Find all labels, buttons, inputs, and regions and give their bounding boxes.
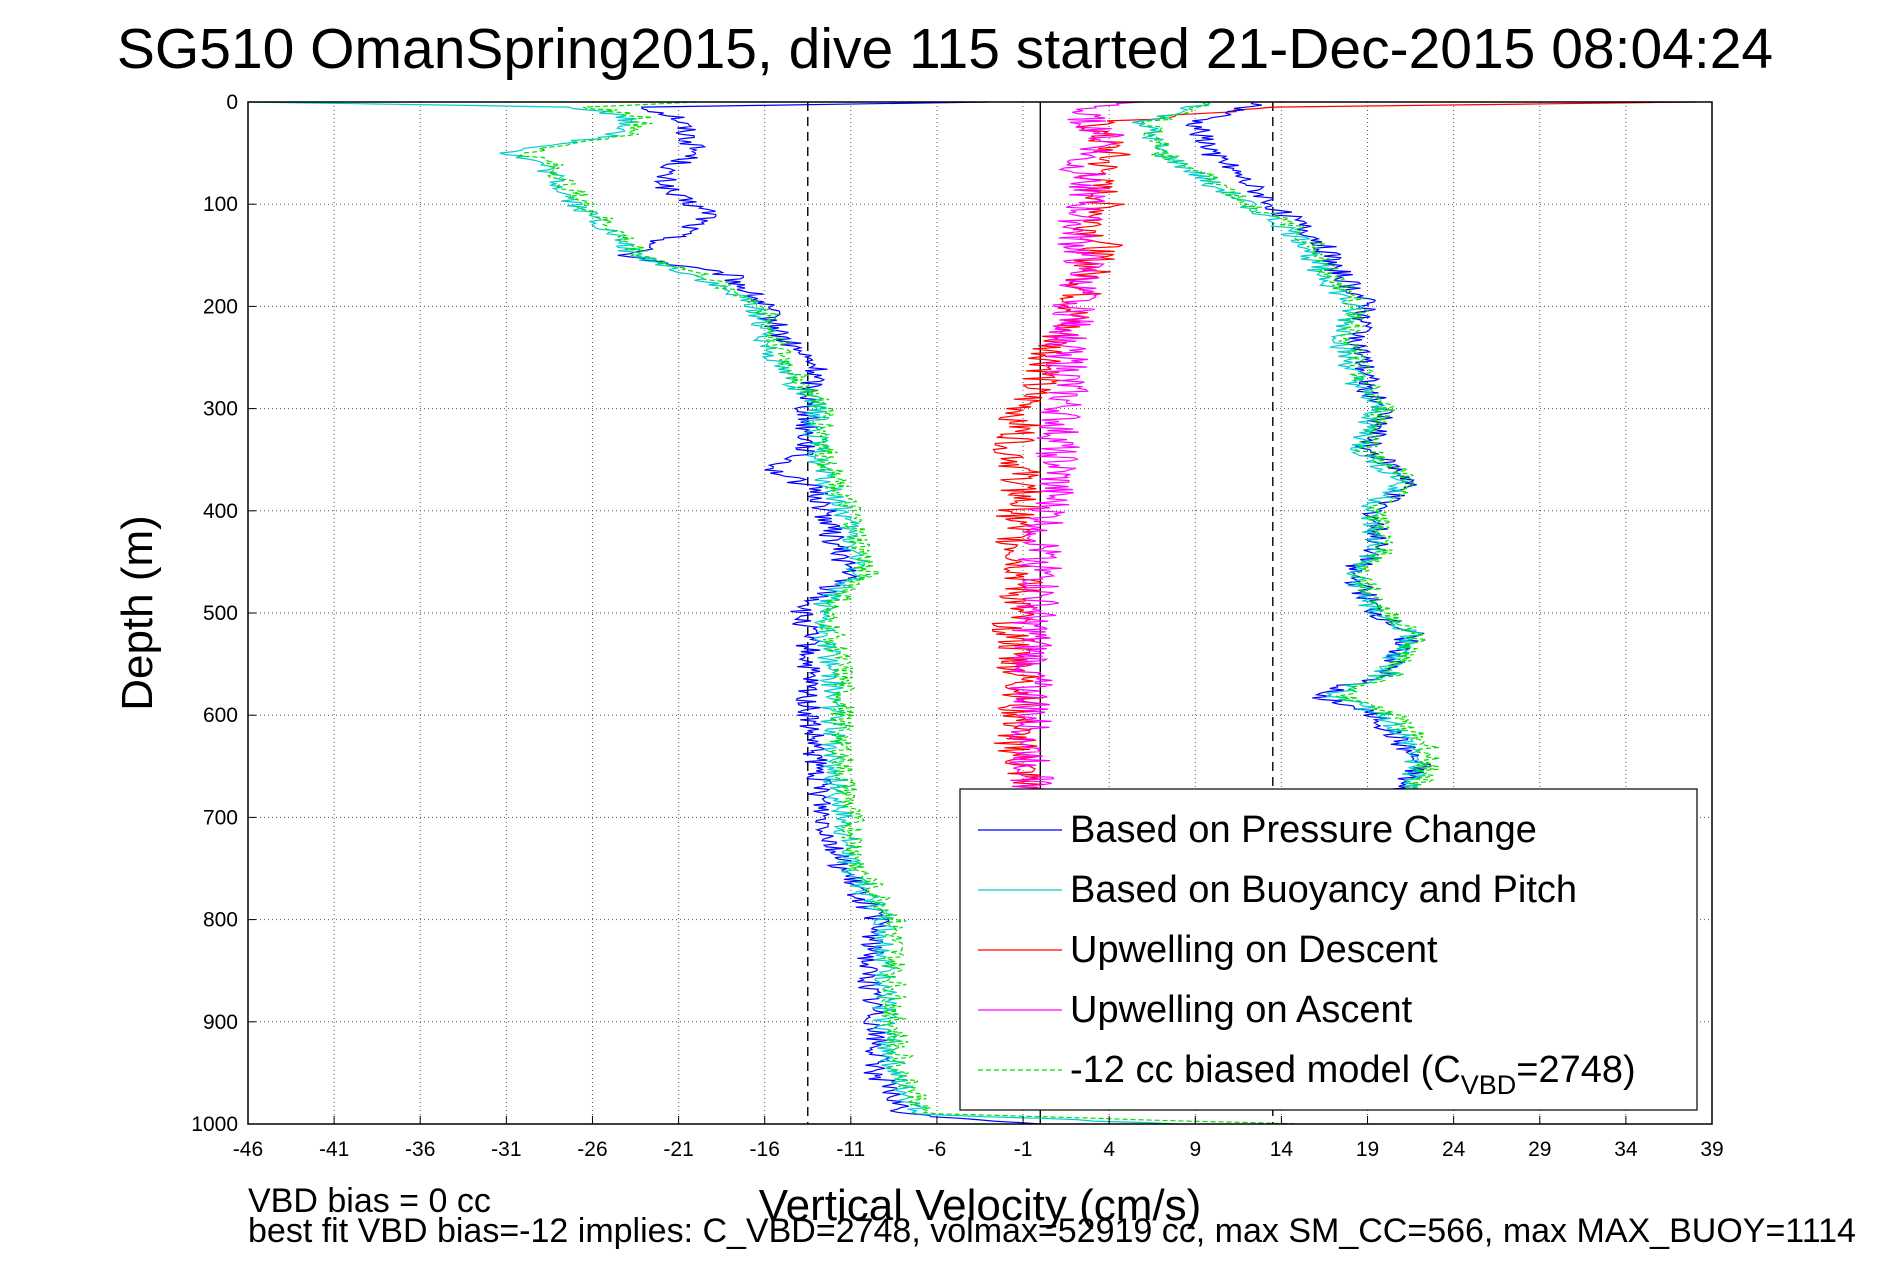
y-tick-label: 1000 (191, 1113, 238, 1136)
x-tick-label: -1 (1014, 1138, 1033, 1161)
y-tick-label: 500 (203, 602, 238, 625)
series-line (517, 101, 1299, 1125)
footnote-best-fit: best fit VBD bias=-12 implies: C_VBD=274… (248, 1212, 1856, 1250)
chart-title: SG510 OmanSpring2015, dive 115 started 2… (117, 17, 1773, 81)
y-axis-ticks: 0 100 200 300 400 500 600 700 800 900 1000 (191, 91, 256, 1136)
x-tick-label: 19 (1356, 1138, 1379, 1161)
data-series (247, 101, 1695, 1125)
footnote-vbd-bias: VBD bias = 0 cc (248, 1182, 491, 1220)
x-tick-label: -31 (491, 1138, 521, 1161)
series-line (1007, 101, 1143, 798)
series-line (1184, 101, 1432, 798)
x-tick-label: -41 (319, 1138, 349, 1161)
series-line (617, 101, 1041, 1125)
x-tick-label: -36 (405, 1138, 435, 1161)
series-line (1132, 101, 1429, 798)
y-axis-label: Depth (m) (113, 515, 162, 711)
x-tick-label: 4 (1103, 1138, 1115, 1161)
y-tick-label: 100 (203, 193, 238, 216)
y-tick-label: 200 (203, 295, 238, 318)
x-tick-label: 29 (1528, 1138, 1551, 1161)
x-tick-label: 24 (1442, 1138, 1466, 1161)
x-tick-label: 14 (1270, 1138, 1294, 1161)
y-tick-label: 300 (203, 398, 238, 421)
legend-label: Based on Pressure Change (1070, 809, 1537, 851)
y-tick-label: 800 (203, 909, 238, 932)
x-axis-label: Vertical Velocity (cm/s) (759, 1181, 1202, 1230)
legend-box (959, 788, 1698, 1111)
x-tick-label: 34 (1614, 1138, 1638, 1161)
x-tick-label: -26 (577, 1138, 607, 1161)
x-tick-label: -21 (663, 1138, 693, 1161)
series-line (991, 101, 1695, 798)
y-tick-label: 0 (226, 91, 238, 114)
y-tick-label: 600 (203, 704, 238, 727)
y-tick-label: 900 (203, 1011, 238, 1034)
legend-label: Upwelling on Descent (1070, 929, 1438, 971)
legend: Based on Pressure Change Based on Buoyanc… (959, 788, 1698, 1111)
x-tick-label: 39 (1700, 1138, 1723, 1161)
x-tick-label: 9 (1189, 1138, 1201, 1161)
x-axis-ticks: -46 -41 -36 -31 -26 -21 -16 -11 -6 -1 4 9 14 19 24 29 34… (233, 1116, 1724, 1161)
y-tick-label: 400 (203, 500, 238, 523)
x-tick-label: -6 (928, 1138, 947, 1161)
x-tick-label: -16 (750, 1138, 780, 1161)
x-tick-label: -46 (233, 1138, 263, 1161)
x-tick-label: -11 (836, 1138, 865, 1161)
legend-label: Based on Buoyancy and Pitch (1070, 869, 1577, 911)
series-line (1140, 101, 1440, 798)
y-tick-label: 700 (203, 806, 238, 829)
legend-label: Upwelling on Ascent (1070, 989, 1413, 1031)
